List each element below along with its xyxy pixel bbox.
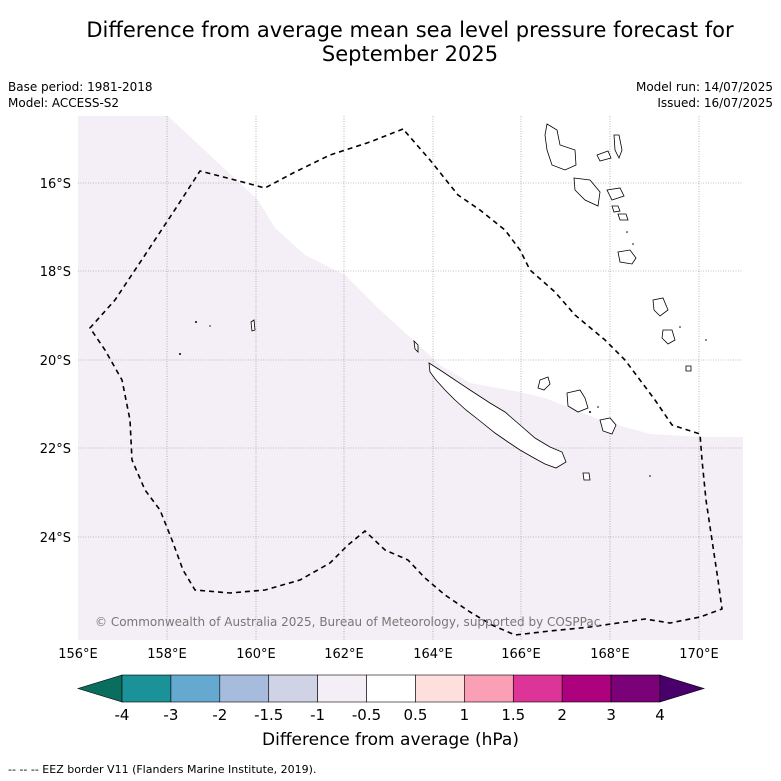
lon-label: 156°E	[58, 647, 98, 662]
colorbar-tick-label: -0.5	[352, 706, 381, 724]
model-name: Model: ACCESS-S2	[8, 96, 120, 110]
title-line-1: Difference from average mean sea level p…	[86, 18, 734, 42]
longitude-labels: 156°E 158°E 160°E 162°E 164°E 166°E 168°…	[58, 647, 719, 662]
colorbar-tick-label: -1	[310, 706, 325, 724]
lat-label: 18°S	[40, 265, 71, 280]
isle-of-pines	[582, 472, 591, 481]
colorbar-tick-label: 0.5	[404, 706, 428, 724]
anomaly-region-light	[78, 116, 743, 640]
colorbar-over-arrow	[659, 674, 706, 703]
colorbar-label: Difference from average (hPa)	[262, 730, 519, 750]
colorbar-tick-label: 3	[606, 706, 616, 724]
colorbar-cell	[512, 674, 563, 703]
colorbar-tick-label: -4	[115, 706, 130, 724]
eez-legend-note: -- -- -- EEZ border V11 (Flanders Marine…	[8, 763, 317, 776]
coastlines	[250, 123, 692, 481]
colorbar-cell	[610, 674, 661, 703]
colorbar-tick-label: -1.5	[254, 706, 283, 724]
colorbar-cell	[415, 674, 465, 703]
colorbar-tick-label: 4	[655, 706, 665, 724]
island	[413, 339, 419, 353]
colorbar-ticks: -4 -3 -2 -1.5 -1 -0.5 0.5 1 1.5 2 3 4	[115, 706, 665, 724]
metadata-right: Model run: 14/07/2025 Issued: 16/07/2025	[636, 79, 773, 111]
colorbar-cell	[464, 674, 514, 703]
colorbar-tick-label: -2	[212, 706, 227, 724]
vanuatu-tanna	[652, 297, 669, 317]
base-period: Base period: 1981-2018	[8, 80, 153, 94]
metadata-left: Base period: 1981-2018 Model: ACCESS-S2	[8, 79, 153, 111]
lat-label: 16°S	[40, 177, 71, 192]
lat-label: 20°S	[40, 354, 71, 369]
loyalty-island	[537, 376, 551, 391]
vanuatu-island	[617, 213, 629, 221]
title-line-2: September 2025	[321, 42, 499, 66]
island	[250, 319, 256, 332]
colorbar-cell	[219, 674, 270, 703]
vanuatu-anatom	[661, 329, 676, 345]
colorbar-tick-label: 1	[460, 706, 470, 724]
model-run: Model run: 14/07/2025	[635, 80, 773, 94]
colorbar-cell	[268, 674, 318, 703]
issued-date: Issued: 16/07/2025	[657, 96, 773, 110]
lon-label: 158°E	[147, 647, 187, 662]
lon-label: 168°E	[590, 647, 630, 662]
vanuatu-island	[596, 150, 612, 162]
lon-label: 160°E	[236, 647, 276, 662]
copyright-notice: © Commonwealth of Australia 2025, Bureau…	[95, 615, 600, 629]
vanuatu-espiritu-santo	[544, 123, 577, 171]
lat-label: 22°S	[40, 442, 71, 457]
eez-border	[88, 128, 723, 636]
vanuatu-malakula	[573, 177, 601, 207]
vanuatu-island	[611, 205, 621, 213]
lon-label: 162°E	[324, 647, 364, 662]
colorbar-cell	[561, 674, 612, 703]
colorbar-tick-label: -3	[163, 706, 178, 724]
lon-label: 166°E	[501, 647, 541, 662]
colorbar-cell	[317, 674, 367, 703]
map-title: Difference from average mean sea level p…	[40, 18, 780, 66]
colorbar: -4 -3 -2 -1.5 -1 -0.5 0.5 1 1.5 2 3 4	[76, 674, 706, 724]
colorbar-cell	[366, 674, 416, 703]
loyalty-island	[566, 389, 589, 413]
colorbar-under-arrow	[76, 674, 123, 703]
vanuatu-island	[613, 134, 623, 159]
lat-label: 24°S	[40, 531, 71, 546]
colorbar-cells	[121, 674, 661, 703]
new-caledonia-island	[428, 362, 567, 469]
graticule	[78, 116, 743, 640]
lon-label: 170°E	[679, 647, 719, 662]
colorbar-cell	[170, 674, 221, 703]
island	[685, 365, 692, 372]
vanuatu-island	[606, 187, 625, 201]
colorbar-tick-label: 1.5	[501, 706, 525, 724]
islets	[179, 231, 707, 477]
lon-label: 164°E	[413, 647, 453, 662]
latitude-labels: 16°S 18°S 20°S 22°S 24°S	[40, 177, 71, 546]
colorbar-cell	[121, 674, 172, 703]
loyalty-island	[599, 417, 617, 435]
colorbar-tick-label: 2	[557, 706, 567, 724]
vanuatu-efate	[617, 249, 637, 265]
